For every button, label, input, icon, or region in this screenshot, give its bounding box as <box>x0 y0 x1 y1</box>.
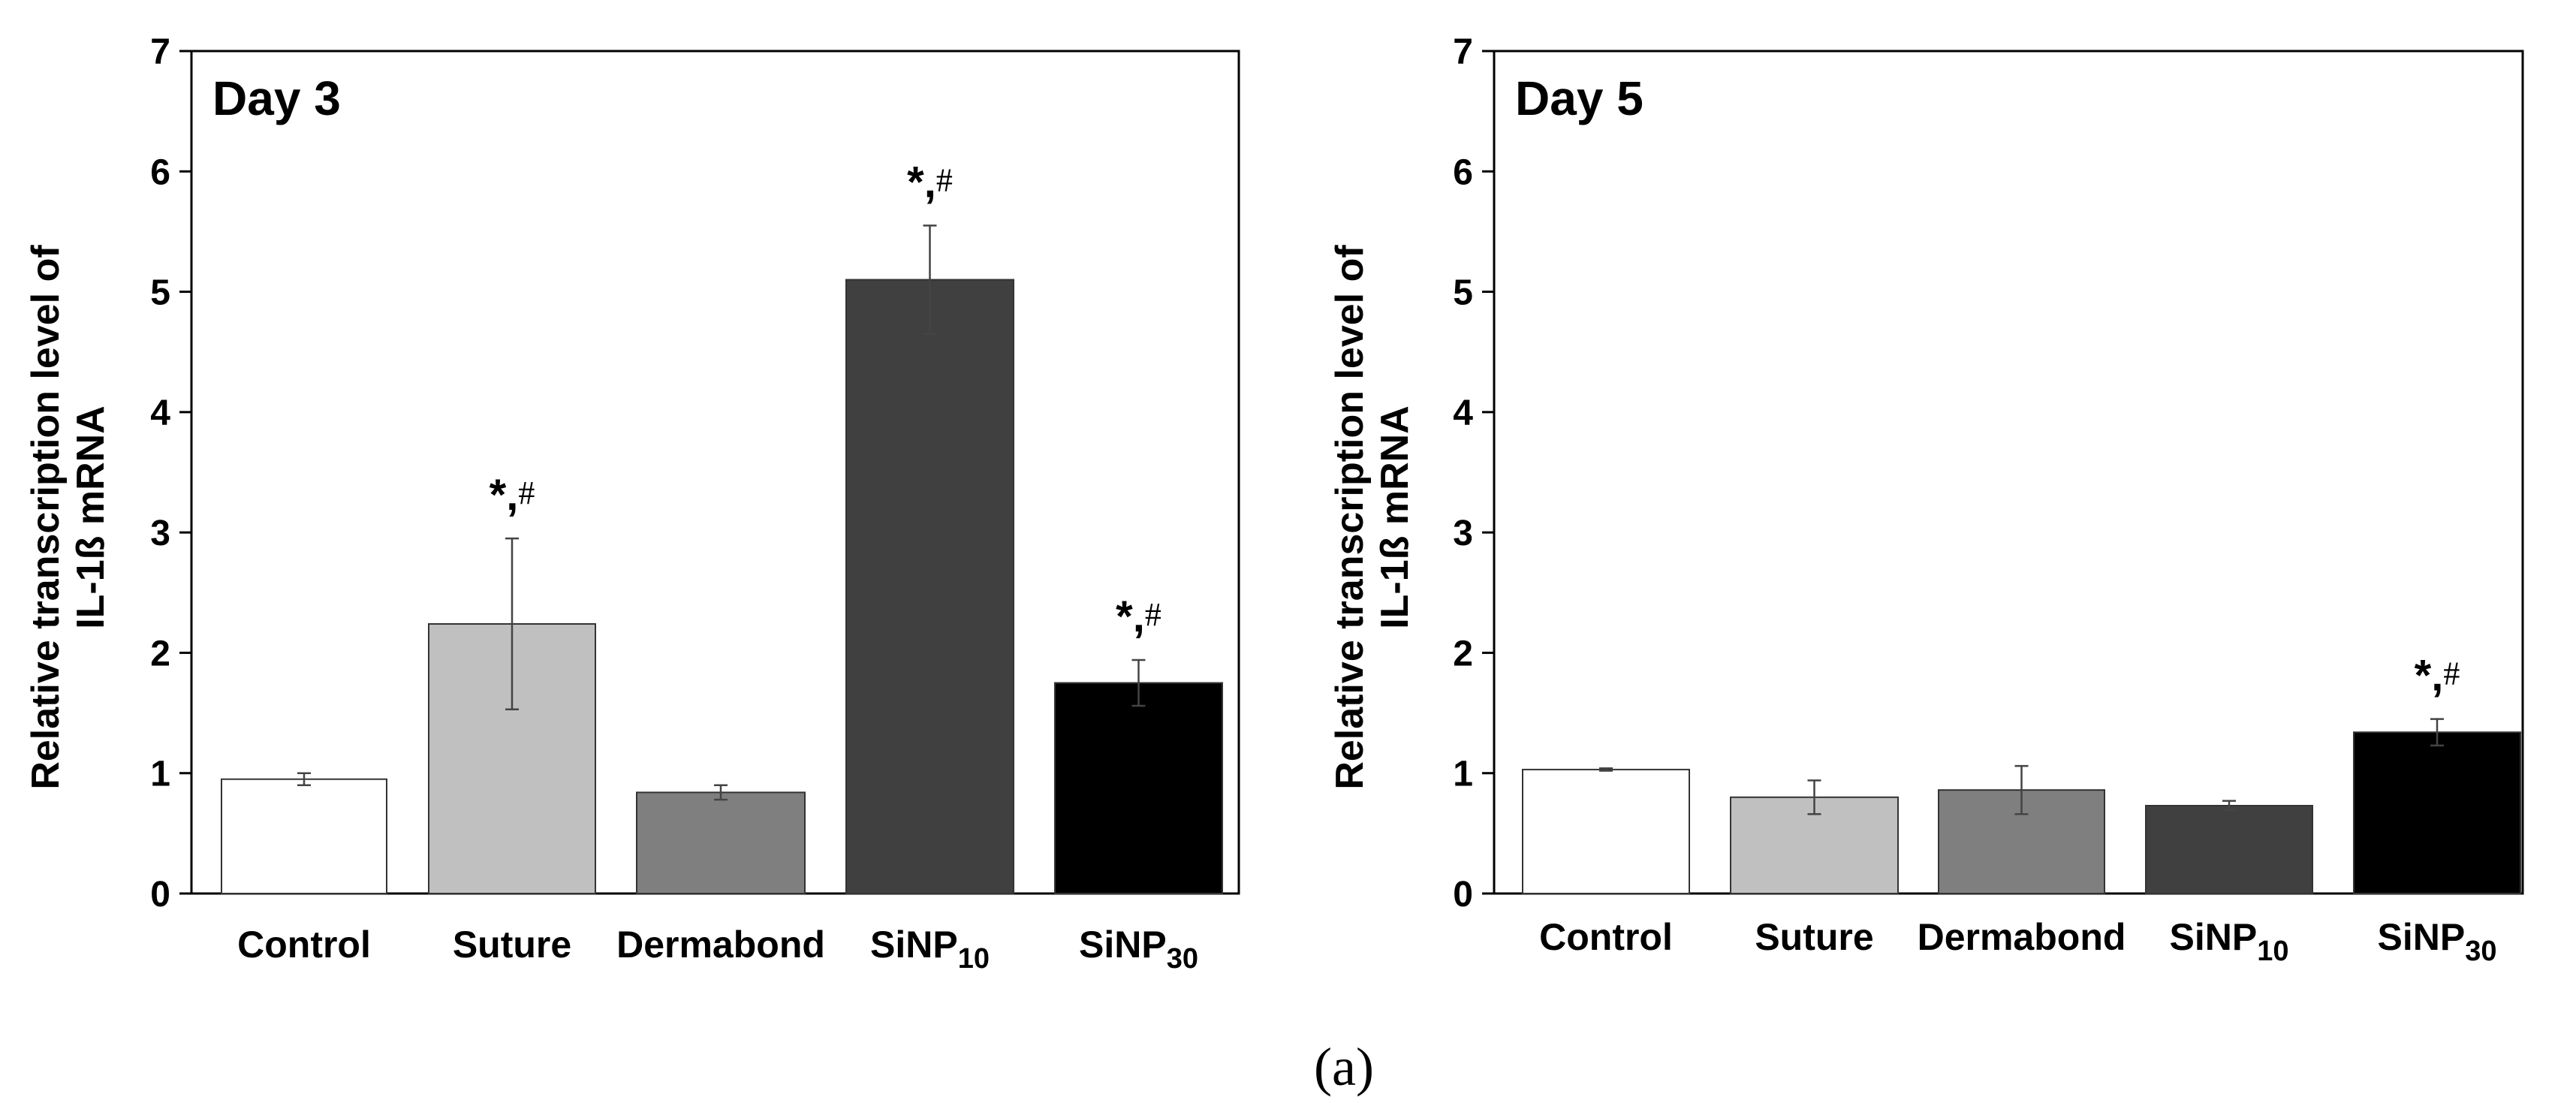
day3-y-tick-label: 0 <box>150 875 170 915</box>
day3-category-label: Dermabond <box>616 924 825 966</box>
day5-panel-title: Day 5 <box>1515 71 1644 125</box>
day5-y-tick-label: 4 <box>1453 393 1473 433</box>
day5-y-tick-label: 7 <box>1453 32 1473 72</box>
day5-bar <box>2353 731 2521 895</box>
day5-bar <box>2145 804 2313 895</box>
day5-category-label: SiNP30 <box>2378 916 2497 967</box>
day5-y-tick-label: 2 <box>1453 634 1473 674</box>
day3-y-tick-label: 5 <box>150 273 170 313</box>
day3-y-tick-label: 6 <box>150 152 170 192</box>
day3-significance-label: *,# <box>1116 592 1161 641</box>
day3-significance-label: *,# <box>907 158 953 206</box>
day5-y-tick-label: 1 <box>1453 755 1473 794</box>
day5-y-axis-label: Relative transcription level ofIL-1ß mRN… <box>1328 245 1417 790</box>
day3-bar <box>1054 682 1223 894</box>
day5-category-label: SiNP10 <box>2170 916 2289 967</box>
day3-category-label: Suture <box>453 924 571 966</box>
day3-significance-label: *,# <box>490 471 535 520</box>
day3-bar <box>845 279 1014 894</box>
day5-y-tick-label: 5 <box>1453 273 1473 313</box>
day3-bar <box>636 791 806 894</box>
day5-y-tick-label: 0 <box>1453 875 1473 915</box>
day5-y-tick-label: 3 <box>1453 514 1473 553</box>
day5-bar <box>1522 768 1690 895</box>
figure-caption: (a) <box>1314 1037 1374 1097</box>
day5-significance-label: *,# <box>2415 652 2460 701</box>
day3-category-label: SiNP10 <box>870 924 990 975</box>
day3-category-label: SiNP30 <box>1079 924 1198 975</box>
day3-category-label: Control <box>237 924 371 966</box>
day3-y-tick-label: 7 <box>150 32 170 72</box>
day3-y-axis-label: Relative transcription level ofIL-1ß mRN… <box>24 245 113 790</box>
day3-y-tick-label: 1 <box>150 755 170 794</box>
day3-y-tick-label: 4 <box>150 393 170 433</box>
day5-category-label: Dermabond <box>1918 916 2126 958</box>
day5-y-tick-label: 6 <box>1453 152 1473 192</box>
day5-category-label: Suture <box>1755 916 1873 958</box>
day3-y-tick-label: 2 <box>150 634 170 674</box>
day3-y-tick-label: 3 <box>150 514 170 553</box>
day3-chart-panel: 0 1 2 3 4 5 6 7 Control *,# Suture Dermabond *,# SiNP… <box>24 32 1240 975</box>
day3-panel-title: Day 3 <box>212 71 341 125</box>
day5-chart-panel: 0 1 2 3 4 5 6 7 Control Suture Dermabond SiNP10 *,# S… <box>1328 32 2524 967</box>
day5-category-label: Control <box>1539 916 1673 958</box>
day3-bar <box>221 778 387 894</box>
